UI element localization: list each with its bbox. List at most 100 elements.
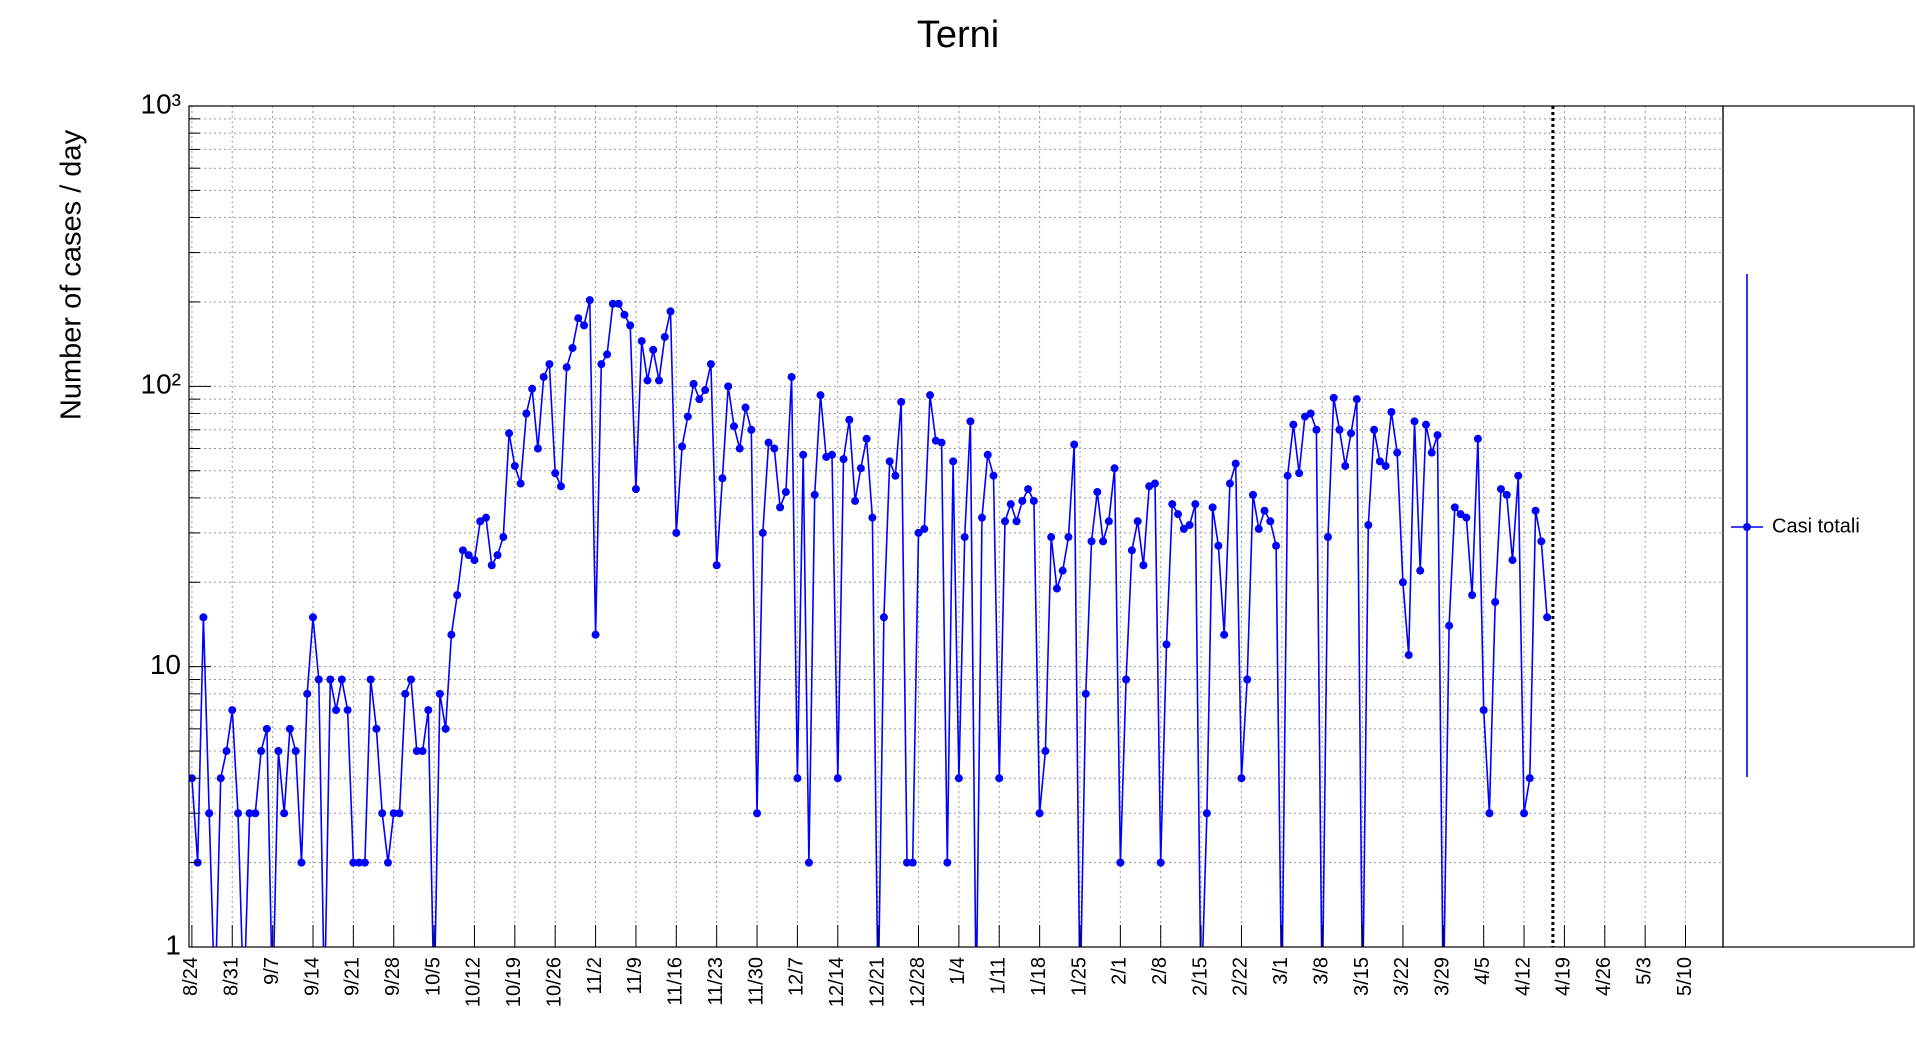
data-point — [1312, 425, 1321, 434]
data-point — [1202, 809, 1211, 818]
data-point — [556, 482, 565, 491]
data-point — [1185, 521, 1194, 530]
data-point — [1352, 395, 1361, 404]
data-point — [1473, 434, 1482, 443]
data-point — [1156, 858, 1165, 867]
data-point — [781, 487, 790, 496]
data-point — [1243, 675, 1252, 684]
data-point — [1491, 598, 1500, 607]
data-point — [1364, 521, 1373, 530]
data-point — [222, 747, 231, 756]
data-point — [1525, 774, 1534, 783]
data-point — [262, 724, 271, 733]
data-point — [828, 450, 837, 459]
data-point — [718, 474, 727, 483]
data-point — [770, 444, 779, 453]
data-point — [1093, 487, 1102, 496]
x-tick-label: 4/19 — [1553, 957, 1575, 996]
x-tick-label: 11/23 — [705, 957, 727, 1006]
data-point — [626, 321, 635, 330]
data-point — [441, 724, 450, 733]
plot-area — [189, 296, 1552, 1011]
x-tick-label: 2/8 — [1149, 957, 1171, 985]
data-point — [885, 457, 894, 466]
data-point — [1531, 506, 1540, 515]
data-point — [389, 809, 398, 818]
data-point — [1404, 651, 1413, 660]
data-point — [321, 1003, 329, 1011]
data-point — [337, 675, 346, 684]
data-point — [960, 533, 969, 542]
data-point — [1502, 490, 1511, 499]
data-point — [528, 384, 537, 393]
x-tick-label: 12/28 — [907, 957, 929, 1007]
legend-marker — [1743, 523, 1751, 531]
data-point — [1450, 503, 1459, 512]
data-point — [533, 444, 542, 453]
data-point — [914, 528, 923, 537]
data-point — [285, 724, 294, 733]
data-point — [1139, 561, 1148, 570]
data-point — [672, 528, 681, 537]
data-point — [1174, 510, 1183, 519]
data-point — [833, 774, 842, 783]
x-tick-label: 3/15 — [1351, 957, 1373, 996]
data-point — [1266, 517, 1275, 526]
data-point — [868, 513, 877, 522]
data-point — [1335, 425, 1344, 434]
data-point — [545, 360, 554, 369]
data-point — [862, 434, 871, 443]
data-point — [499, 533, 508, 542]
data-point — [1012, 517, 1021, 526]
data-point — [303, 689, 312, 698]
data-point — [435, 689, 444, 698]
data-point — [476, 517, 485, 526]
data-point — [937, 438, 946, 447]
x-tick-label: 9/7 — [261, 957, 283, 985]
data-point — [735, 444, 744, 453]
data-point — [332, 706, 341, 715]
data-point — [1410, 417, 1419, 426]
data-point — [280, 809, 289, 818]
data-point — [1208, 503, 1217, 512]
data-point — [228, 706, 237, 715]
data-point — [908, 858, 917, 867]
data-point — [481, 513, 490, 522]
data-point — [1047, 533, 1056, 542]
chart-title: Terni — [917, 14, 999, 56]
data-point — [816, 391, 825, 400]
x-tick-label: 2/22 — [1230, 957, 1252, 996]
data-point — [1162, 640, 1171, 649]
data-point — [1468, 591, 1477, 600]
data-point — [1359, 1003, 1367, 1011]
data-point — [1237, 774, 1246, 783]
data-point — [360, 858, 369, 867]
data-point — [758, 528, 767, 537]
x-tick-label: 2/1 — [1109, 957, 1131, 985]
x-tick-label: 1/11 — [988, 957, 1010, 994]
data-point — [1260, 506, 1269, 515]
data-point — [1381, 461, 1390, 470]
data-point — [655, 376, 664, 385]
data-point — [1520, 809, 1529, 818]
y-axis-label: Number of cases / day — [56, 129, 88, 420]
data-point — [845, 415, 854, 424]
data-point — [1006, 500, 1015, 509]
data-point — [574, 314, 583, 323]
data-point — [585, 296, 594, 305]
data-point — [412, 747, 421, 756]
x-tick-label: 2/15 — [1189, 957, 1211, 996]
data-point — [1179, 524, 1188, 533]
data-point — [1104, 517, 1113, 526]
data-point — [787, 372, 796, 381]
legend-box — [1722, 105, 1915, 948]
data-point — [1416, 566, 1425, 575]
data-point — [418, 747, 427, 756]
data-point — [1347, 429, 1356, 438]
data-point — [274, 747, 283, 756]
data-point — [660, 332, 669, 341]
data-point — [1462, 513, 1471, 522]
data-point — [1537, 537, 1546, 546]
data-point — [199, 613, 208, 622]
data-point — [355, 858, 364, 867]
